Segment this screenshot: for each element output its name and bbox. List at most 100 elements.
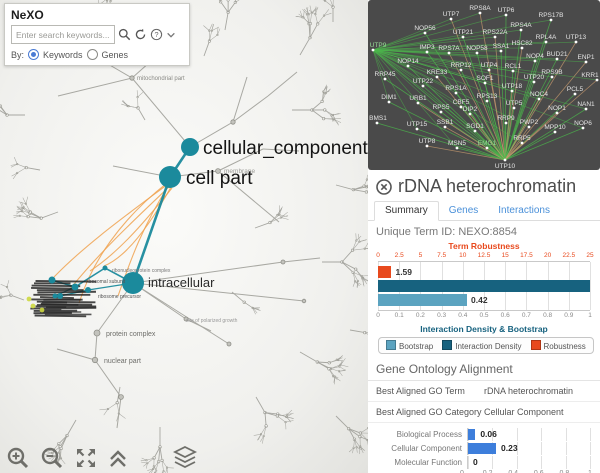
gene-node-rps4a[interactable]: RPS4A [510,22,532,29]
gene-node-pcl5[interactable]: PCL5 [567,86,584,93]
gene-node-nop56[interactable]: NOP56 [414,25,436,32]
search-icon[interactable] [118,28,131,41]
top-axis-tick: 0 [376,252,380,259]
gene-node-cbf5[interactable]: CBF5 [453,99,470,106]
top-axis-tick: 7.5 [437,252,447,259]
bottom-axis-tick: 0.1 [394,312,404,319]
term-label-cellular-component[interactable]: cellular_component [203,138,368,159]
gene-node-dim1[interactable]: DIM1 [381,94,397,101]
tab-genes[interactable]: Genes [448,205,479,216]
gene-node-rps22a[interactable]: RPS22A [483,29,509,36]
gene-node-sof1[interactable]: SOF1 [477,75,494,82]
gene-node-utp4[interactable]: UTP4 [481,62,498,69]
term-label-membrane: membrane [224,168,255,175]
gene-node-rcl1[interactable]: RCL1 [505,63,522,70]
gene-node-emg1[interactable]: EMG1 [478,140,497,147]
gene-node-nop4[interactable]: NOP4 [526,53,544,60]
gene-node-rpl4a[interactable]: RPL4A [536,34,557,41]
gene-node-krr1[interactable]: KRR1 [581,72,599,79]
gene-node-mpp10[interactable]: MPP10 [544,124,566,131]
gene-node-utp22[interactable]: UTP22 [413,78,434,85]
gene-node-utp10[interactable]: UTP10 [495,163,516,170]
gene-network-panel[interactable]: RPS8A UTP6 RPS17B UTP7 NOP56 UTP21 RPS22A RPS4A… [368,0,600,170]
gene-node-rps13[interactable]: RPS13 [477,93,498,100]
radio-genes-label[interactable]: Genes [101,49,129,60]
term-label-site-of-polarized-growth: site of polarized growth [186,318,238,324]
gene-node-imp3[interactable]: IMP3 [419,44,435,51]
go-bar-molecular-function: Molecular Function 0 [378,455,591,469]
gene-node-utp13[interactable]: UTP13 [566,34,587,41]
bottom-axis-label: Interaction Density & Bootstrap [420,324,548,334]
gene-node-rrp5[interactable]: RRP5 [513,135,531,142]
gene-node-nop6[interactable]: NOP6 [574,120,592,127]
gene-node-nop1[interactable]: NOP1 [548,105,566,112]
go-alignment-chart: Biological Process 0.06 Cellular Component… [368,423,600,473]
go-term-label: Best Aligned GO Term [376,386,465,396]
gene-node-enp1[interactable]: ENP1 [578,54,595,61]
gene-node-utp5[interactable]: UTP5 [506,100,523,107]
ontology-canvas[interactable]: mitochondrial part membrane cellular_compo… [0,0,368,473]
gene-node-utp8[interactable]: UTP8 [419,138,436,145]
gene-node-sgd1[interactable]: SGD1 [466,123,484,130]
radio-genes[interactable] [86,49,98,60]
gene-node-rps8a[interactable]: RPS8A [469,5,491,12]
by-label: By: [11,49,25,60]
zoom-in-icon[interactable] [6,446,30,470]
reset-icon[interactable] [134,28,147,41]
term-details-panel: rDNA heterochromatin Summary Genes Inter… [368,170,600,473]
gene-node-nop58[interactable]: NOP58 [466,45,488,52]
gene-node-urb1[interactable]: URB1 [409,95,427,102]
collapse-icon[interactable] [166,30,176,40]
legend-robustness: Robustness [530,340,586,351]
bottom-axis-tick: 0.7 [521,312,531,319]
gene-node-utp6[interactable]: UTP6 [498,7,515,14]
term-label-cell-part[interactable]: cell part [186,168,253,189]
gene-node-utp15[interactable]: UTP15 [407,121,428,128]
gene-node-nan1[interactable]: NAN1 [577,101,595,108]
gene-node-rps5[interactable]: RPS5 [433,104,450,111]
fit-to-screen-icon[interactable] [74,446,98,470]
help-icon[interactable]: ? [150,28,163,41]
gene-node-rrp45[interactable]: RRP45 [375,71,396,78]
gene-node-ssa1[interactable]: SSA1 [493,43,510,50]
gene-node-utp21[interactable]: UTP21 [453,29,474,36]
gene-node-rps7a[interactable]: RPS7A [438,45,460,52]
term-label-intracellular[interactable]: intracellular [148,275,215,290]
bar-interaction-density [378,280,590,292]
term-label-protein-complex: protein complex [106,331,156,338]
layers-icon[interactable] [172,444,198,470]
close-icon[interactable] [376,178,392,195]
term-label-ribosome-precursor: ribosome precursor [98,294,141,300]
chart-title: Term Robustness [448,241,520,251]
search-input[interactable] [11,25,115,44]
tab-summary[interactable]: Summary [374,201,439,221]
gene-node-rps17b[interactable]: RPS17B [539,12,564,19]
gene-node-rrp12[interactable]: RRP12 [451,62,472,69]
gene-node-bud21[interactable]: BUD21 [547,51,568,58]
tab-interactions[interactable]: Interactions [498,205,550,216]
gene-node-utp9[interactable]: UTP9 [370,42,387,49]
gene-node-pwp2[interactable]: PWP2 [520,119,539,126]
gene-node-nop14[interactable]: NOP14 [397,58,419,65]
top-axis-tick: 5 [418,252,423,259]
zoom-out-icon[interactable] [40,446,64,470]
radio-keywords[interactable] [28,49,40,60]
gene-node-rps1a[interactable]: RPS1A [445,85,467,92]
gene-node-bms1[interactable]: BMS1 [369,115,387,122]
gene-node-rps9b[interactable]: RPS9B [541,69,562,76]
gene-node-utp20[interactable]: UTP20 [524,74,545,81]
gene-node-kre33[interactable]: KRE33 [427,69,448,76]
radio-keywords-label[interactable]: Keywords [43,49,83,60]
gene-node-rrp9[interactable]: RRP9 [497,115,515,122]
gene-node-noc4[interactable]: NOC4 [530,91,548,98]
gene-node-utp18[interactable]: UTP18 [502,83,523,90]
go-term-row: Best Aligned GO Term rDNA heterochromati… [368,381,600,402]
go-bar-biological-process: Biological Process 0.06 [378,427,591,441]
gene-node-dip2[interactable]: DIP2 [463,106,478,113]
collapse-all-icon[interactable] [108,446,128,470]
gene-node-ssb1[interactable]: SSB1 [437,119,454,126]
gene-node-msn5[interactable]: MSN5 [448,140,466,147]
gene-node-hsc82[interactable]: HSC82 [512,40,533,47]
gene-node-utp7[interactable]: UTP7 [443,11,460,18]
